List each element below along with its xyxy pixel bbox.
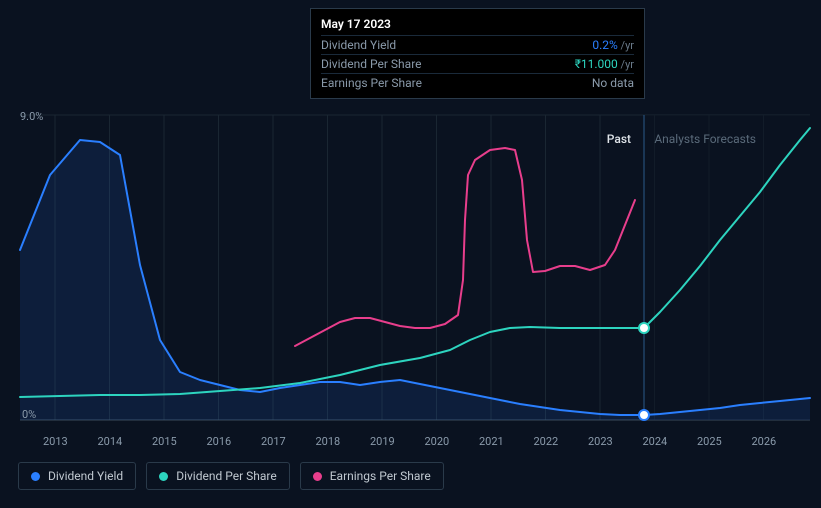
legend-dot-icon — [159, 472, 168, 481]
chart-container: May 17 2023 Dividend Yield0.2% /yrDivide… — [0, 0, 821, 508]
legend-item-dividend-per-share[interactable]: Dividend Per Share — [146, 462, 290, 490]
x-axis-label: 2021 — [479, 435, 504, 448]
x-axis-label: 2016 — [207, 435, 232, 448]
x-axis-label: 2020 — [425, 435, 450, 448]
tooltip-value: ₹11.000 /yr — [575, 57, 634, 71]
forecast-label: Analysts Forecasts — [654, 132, 756, 146]
tooltip: May 17 2023 Dividend Yield0.2% /yrDivide… — [310, 8, 645, 99]
y-axis-max: 9.0% — [20, 110, 43, 123]
tooltip-row: Dividend Per Share ₹11.000 /yr — [321, 54, 634, 73]
legend-dot-icon — [313, 472, 322, 481]
tooltip-label: Dividend Yield — [321, 38, 396, 52]
legend: Dividend Yield Dividend Per Share Earnin… — [18, 462, 444, 490]
x-axis-label: 2013 — [43, 435, 68, 448]
legend-label: Earnings Per Share — [330, 469, 431, 483]
y-axis-min: 0% — [22, 408, 36, 421]
legend-label: Dividend Per Share — [176, 469, 277, 483]
tooltip-label: Earnings Per Share — [321, 76, 422, 90]
tooltip-row: Earnings Per Share No data — [321, 73, 634, 92]
x-axis-label: 2018 — [316, 435, 341, 448]
legend-dot-icon — [31, 472, 40, 481]
tooltip-row: Dividend Yield 0.2% /yr — [321, 35, 634, 54]
x-axis-label: 2022 — [534, 435, 559, 448]
tooltip-label: Dividend Per Share — [321, 57, 422, 71]
x-axis-label: 2025 — [697, 435, 722, 448]
x-axis-label: 2019 — [370, 435, 395, 448]
tooltip-value: No data — [592, 76, 634, 90]
x-axis-label: 2026 — [752, 435, 777, 448]
x-axis-label: 2023 — [588, 435, 613, 448]
legend-item-dividend-yield[interactable]: Dividend Yield — [18, 462, 136, 490]
x-axis-label: 2017 — [261, 435, 286, 448]
x-axis-label: 2015 — [152, 435, 177, 448]
x-axis-label: 2014 — [98, 435, 123, 448]
tooltip-date: May 17 2023 — [321, 15, 634, 35]
past-label: Past — [607, 132, 631, 146]
x-axis-label: 2024 — [643, 435, 668, 448]
tooltip-value: 0.2% /yr — [592, 38, 634, 52]
legend-item-earnings-per-share[interactable]: Earnings Per Share — [300, 462, 444, 490]
legend-label: Dividend Yield — [48, 469, 123, 483]
